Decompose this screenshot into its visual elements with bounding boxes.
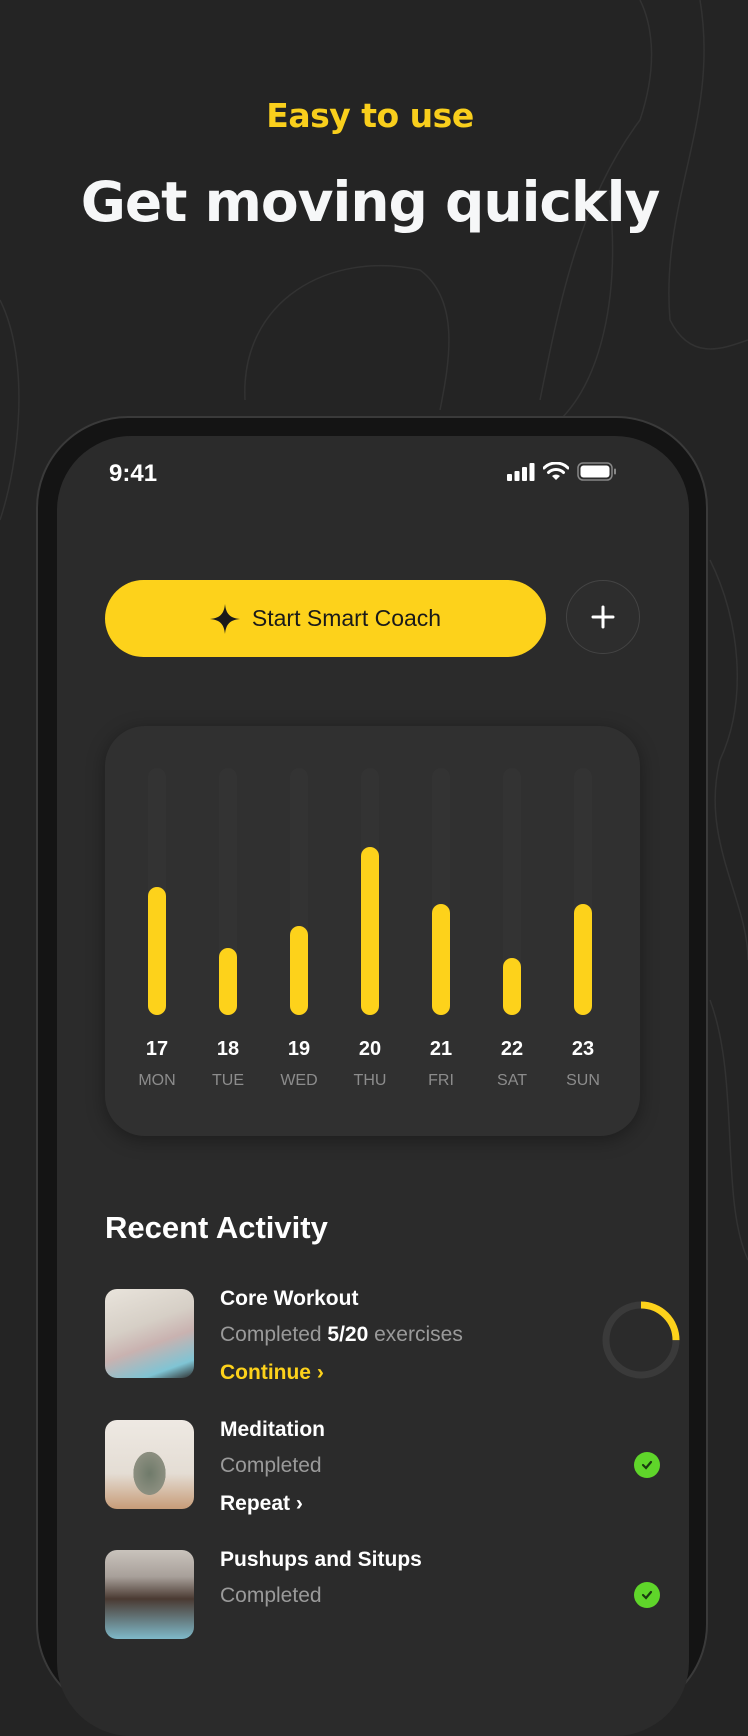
plus-icon [591,605,615,629]
date-label: 17 [145,1038,169,1060]
activity-item-pushups-situps[interactable]: Pushups and Situps Completed [105,1548,660,1645]
completed-check-icon [634,1582,660,1608]
day-label: WED [280,1072,318,1089]
cellular-signal-icon [507,462,535,481]
status-time: 9:41 [109,460,158,487]
day-label: TUE [212,1072,244,1089]
day-label: FRI [428,1072,454,1089]
date-label: 19 [287,1038,311,1060]
eyebrow-text: Easy to use [266,96,474,135]
bar-wed[interactable] [290,926,308,1015]
date-label: 23 [571,1038,595,1060]
activity-status: Completed 5/20 exercises [220,1323,463,1346]
bar-tue[interactable] [219,948,237,1015]
activity-title: Meditation [220,1418,325,1441]
day-label: SUN [566,1072,600,1089]
activity-title: Pushups and Situps [220,1548,422,1571]
activity-item-core-workout[interactable]: Core Workout Completed 5/20 exercises Co… [105,1287,680,1384]
sparkle-icon [209,603,240,634]
date-label: 21 [429,1038,453,1060]
status-icons [507,462,617,481]
activity-status: Completed [220,1584,322,1607]
wifi-icon [543,462,569,480]
bar-sun[interactable] [574,903,592,1015]
smart-coach-label: Start Smart Coach [251,605,442,631]
headline: Get moving quickly [80,170,661,234]
progress-ring [602,1301,680,1379]
activity-item-meditation[interactable]: Meditation Completed Repeat › [105,1418,660,1515]
bar-track [503,768,521,1015]
topographic-background [0,0,748,1261]
continue-link[interactable]: Continue › [220,1361,324,1384]
start-smart-coach-button[interactable]: Start Smart Coach [105,580,546,657]
phone-screen: 9:41 Start Smart Coach 17 MON 18 TUE 19 WED 20… [57,436,689,1736]
activity-title: Core Workout [220,1287,359,1310]
activity-status: Completed [220,1454,322,1477]
date-label: 18 [216,1038,240,1060]
day-label: MON [138,1072,176,1089]
pushups-thumbnail [105,1550,194,1639]
recent-activity-title: Recent Activity [105,1210,328,1245]
core-workout-thumbnail [105,1289,194,1378]
bar-thu[interactable] [361,847,379,1015]
battery-icon [577,462,616,481]
bar-sat[interactable] [503,958,521,1015]
date-label: 22 [500,1038,524,1060]
bar-fri[interactable] [432,903,450,1015]
weekly-activity-chart: 17 MON 18 TUE 19 WED 20 THU 21 FRI 22 SAT 23 SUN [105,726,640,1136]
repeat-link[interactable]: Repeat › [220,1492,303,1515]
day-label: THU [353,1072,387,1089]
day-label: SAT [497,1072,527,1089]
meditation-thumbnail [105,1420,194,1509]
bar-mon[interactable] [148,886,166,1015]
chevron-right-icon: › [295,1492,303,1515]
completed-check-icon [634,1452,660,1478]
date-label: 20 [358,1038,382,1060]
add-button[interactable] [566,580,640,654]
chevron-right-icon: › [316,1361,324,1384]
